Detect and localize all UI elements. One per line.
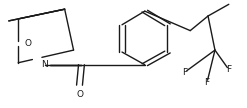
Text: F: F	[205, 78, 210, 87]
Text: O: O	[76, 90, 83, 99]
Text: F: F	[182, 68, 187, 77]
Text: F: F	[226, 65, 231, 74]
Text: O: O	[25, 39, 32, 48]
Text: N: N	[41, 60, 48, 69]
